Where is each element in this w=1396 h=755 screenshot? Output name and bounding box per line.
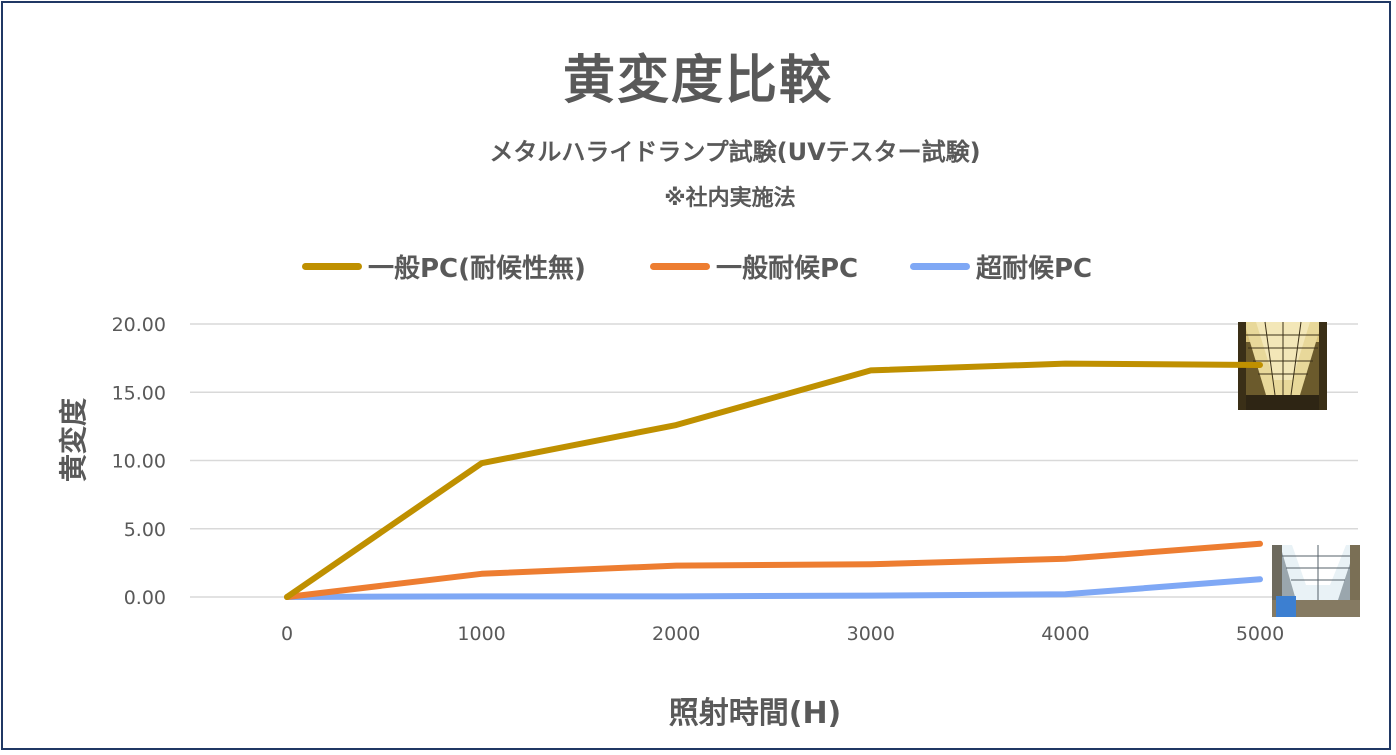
x-tick-label-1: 1000 — [457, 623, 505, 645]
photo-layer — [1238, 321, 1360, 617]
legend-item-series-2: 超耐候PC — [910, 250, 1093, 284]
legend-item-series-1: 一般耐候PC — [650, 250, 859, 284]
legend-swatch-series-0 — [302, 262, 362, 270]
x-tick-layer: 0 1000 2000 3000 4000 5000 — [281, 623, 1284, 645]
x-tick-label-4: 4000 — [1041, 623, 1089, 645]
legend-label-series-2: 超耐候PC — [976, 253, 1093, 284]
y-tick-label-3: 15.00 — [112, 382, 166, 404]
clear-roof-photo — [1272, 545, 1360, 617]
series-layer — [284, 360, 1263, 600]
y-tick-label-0: 0.00 — [124, 587, 166, 609]
x-tick-label-0: 0 — [281, 623, 293, 645]
chart-title: 黄変度比較 — [562, 51, 833, 111]
x-tick-label-5: 5000 — [1236, 623, 1284, 645]
legend-swatch-series-2 — [910, 262, 970, 270]
y-tick-label-4: 20.00 — [112, 314, 166, 336]
x-tick-label-2: 2000 — [652, 623, 700, 645]
yellowed-roof-photo — [1238, 321, 1327, 410]
chart-subtitle: メタルハライドランプ試験(UVテスター試験) — [489, 138, 981, 166]
y-tick-label-1: 5.00 — [124, 519, 166, 541]
y-tick-label-2: 10.00 — [112, 451, 166, 473]
chart-note: ※社内実施法 — [664, 186, 796, 211]
legend-item-series-0: 一般PC(耐候性無) — [302, 250, 586, 284]
y-tick-layer: 0.00 5.00 10.00 15.00 20.00 — [112, 314, 166, 609]
series-line-1 — [284, 540, 1263, 600]
x-axis-label: 照射時間(H) — [668, 696, 842, 731]
x-tick-label-3: 3000 — [847, 623, 895, 645]
series-line-0 — [284, 360, 1263, 600]
legend-swatch-series-1 — [650, 262, 710, 270]
series-line-2 — [284, 576, 1263, 600]
legend: 一般PC(耐候性無) 一般耐候PC 超耐候PC — [0, 250, 1396, 284]
legend-label-series-0: 一般PC(耐候性無) — [368, 253, 586, 284]
legend-label-series-1: 一般耐候PC — [716, 253, 859, 284]
